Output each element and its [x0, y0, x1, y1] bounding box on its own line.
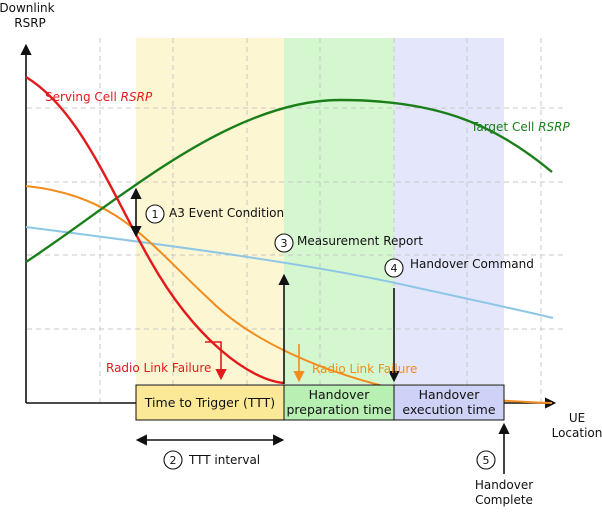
event-2-circle — [163, 450, 183, 470]
ttt-box-label: Time to Trigger (TTT) — [144, 395, 275, 410]
prep-box — [283, 384, 395, 421]
event-2-number: 2 — [170, 454, 177, 467]
target-cell-label: Target Cell RSRP — [470, 120, 570, 134]
event-5-circle — [476, 450, 496, 470]
red-rlf-label: Radio Link Failure — [106, 361, 211, 375]
event-1-label: A3 Event Condition — [169, 206, 284, 220]
prep-box-label-2: preparation time — [286, 402, 391, 417]
exec-box — [393, 384, 505, 421]
event-4-number: 4 — [391, 262, 398, 275]
event-3-circle — [274, 233, 294, 253]
x-axis-label-2: Location — [552, 426, 602, 440]
event-5-number: 5 — [483, 454, 490, 467]
event-1-circle — [145, 204, 165, 224]
event-1-number: 1 — [152, 208, 159, 221]
target-cell-curve — [25, 98, 553, 264]
orange-rlf-label: Radio Link Failure — [312, 362, 417, 376]
event-5-label-2: Complete — [475, 493, 533, 507]
event-4-circle — [384, 258, 404, 278]
event-3-label: Measurement Report — [297, 234, 423, 248]
event-3-number: 3 — [281, 237, 288, 250]
prep-region — [284, 38, 394, 384]
grid — [27, 38, 565, 403]
red-rlf-arrow — [205, 341, 227, 381]
serving-cell-curve — [25, 75, 285, 385]
event-2-label: TTT interval — [188, 453, 260, 467]
serving-cell-label: Serving Cell RSRP — [45, 90, 153, 104]
lightblue-curve — [25, 226, 554, 319]
y-axis-label-2: RSRP — [14, 16, 46, 30]
x-axis-label-1: UE — [569, 411, 585, 425]
exec-region — [394, 38, 504, 384]
exec-box-label-2: execution time — [402, 402, 495, 417]
prep-box-label-1: Handover — [309, 387, 371, 402]
event-5-label-1: Handover — [475, 478, 533, 492]
event-4-label: Handover Command — [410, 257, 534, 271]
y-axis-label-1: Downlink — [0, 1, 55, 15]
exec-box-label-1: Handover — [419, 387, 481, 402]
